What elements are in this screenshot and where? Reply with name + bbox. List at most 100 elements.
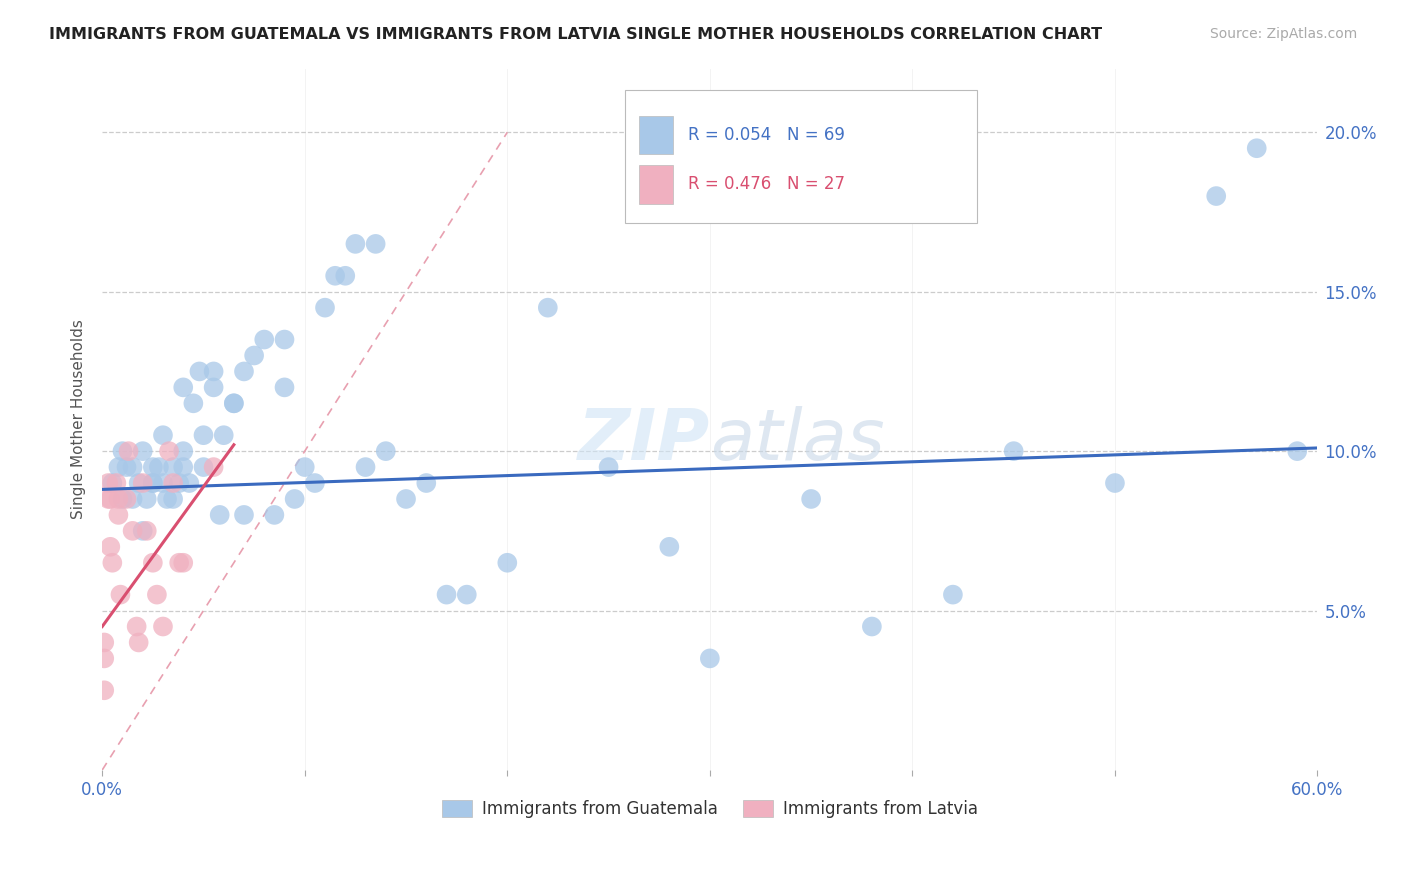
Point	[128, 476, 150, 491]
Point	[107, 460, 129, 475]
Y-axis label: Single Mother Households: Single Mother Households	[72, 319, 86, 519]
Point	[152, 428, 174, 442]
Point	[800, 491, 823, 506]
Point	[135, 491, 157, 506]
Point	[496, 556, 519, 570]
Point	[110, 588, 132, 602]
Point	[172, 556, 194, 570]
Point	[1002, 444, 1025, 458]
Point	[395, 491, 418, 506]
Point	[121, 524, 143, 538]
Legend: Immigrants from Guatemala, Immigrants from Latvia: Immigrants from Guatemala, Immigrants fr…	[436, 793, 984, 825]
Point	[374, 444, 396, 458]
Point	[98, 540, 121, 554]
Point	[111, 491, 134, 506]
Point	[172, 380, 194, 394]
Point	[148, 460, 170, 475]
Point	[193, 460, 215, 475]
Point	[162, 476, 184, 491]
Point	[202, 380, 225, 394]
Text: ZIP: ZIP	[578, 406, 710, 475]
Point	[125, 619, 148, 633]
Point	[222, 396, 245, 410]
Point	[699, 651, 721, 665]
Point	[202, 364, 225, 378]
Point	[598, 460, 620, 475]
Point	[167, 476, 190, 491]
Point	[942, 588, 965, 602]
Point	[1286, 444, 1309, 458]
Point	[93, 651, 115, 665]
Point	[233, 364, 256, 378]
Point	[97, 491, 120, 506]
Point	[415, 476, 437, 491]
Point	[105, 476, 128, 491]
Point	[172, 460, 194, 475]
Point	[97, 476, 120, 491]
Text: IMMIGRANTS FROM GUATEMALA VS IMMIGRANTS FROM LATVIA SINGLE MOTHER HOUSEHOLDS COR: IMMIGRANTS FROM GUATEMALA VS IMMIGRANTS …	[49, 27, 1102, 42]
Point	[314, 301, 336, 315]
Point	[273, 333, 295, 347]
Point	[183, 396, 205, 410]
Point	[152, 619, 174, 633]
Point	[273, 380, 295, 394]
Point	[364, 236, 387, 251]
Text: Source: ZipAtlas.com: Source: ZipAtlas.com	[1209, 27, 1357, 41]
Point	[146, 588, 169, 602]
Point	[93, 635, 115, 649]
Point	[142, 476, 165, 491]
Point	[107, 491, 129, 506]
Point	[121, 491, 143, 506]
Point	[157, 444, 180, 458]
Point	[167, 556, 190, 570]
Point	[135, 524, 157, 538]
Point	[132, 476, 155, 491]
Point	[128, 635, 150, 649]
Point	[212, 428, 235, 442]
Point	[294, 460, 316, 475]
Point	[115, 460, 138, 475]
FancyBboxPatch shape	[624, 89, 977, 223]
Point	[132, 524, 155, 538]
Point	[142, 476, 165, 491]
Point	[456, 588, 478, 602]
Point	[263, 508, 285, 522]
Bar	[640, 165, 673, 203]
Point	[132, 444, 155, 458]
Point	[335, 268, 357, 283]
Point	[222, 396, 245, 410]
Point	[1104, 476, 1126, 491]
Point	[436, 588, 458, 602]
Point	[354, 460, 377, 475]
Point	[193, 428, 215, 442]
Point	[188, 364, 211, 378]
Point	[111, 444, 134, 458]
Point	[142, 460, 165, 475]
Point	[243, 349, 266, 363]
Point	[253, 333, 276, 347]
Point	[98, 491, 121, 506]
Point	[537, 301, 560, 315]
Point	[142, 556, 165, 570]
Point	[208, 508, 231, 522]
Point	[101, 476, 124, 491]
Point	[860, 619, 883, 633]
Text: R = 0.476   N = 27: R = 0.476 N = 27	[688, 175, 845, 194]
Point	[115, 491, 138, 506]
Bar	[640, 116, 673, 154]
Point	[658, 540, 681, 554]
Point	[202, 460, 225, 475]
Text: R = 0.054   N = 69: R = 0.054 N = 69	[688, 126, 845, 145]
Point	[107, 508, 129, 522]
Point	[156, 491, 179, 506]
Point	[323, 268, 346, 283]
Point	[233, 508, 256, 522]
Point	[304, 476, 326, 491]
Point	[172, 444, 194, 458]
Point	[117, 444, 139, 458]
Point	[284, 491, 307, 506]
Point	[152, 476, 174, 491]
Point	[162, 491, 184, 506]
Point	[121, 460, 143, 475]
Text: atlas: atlas	[710, 406, 884, 475]
